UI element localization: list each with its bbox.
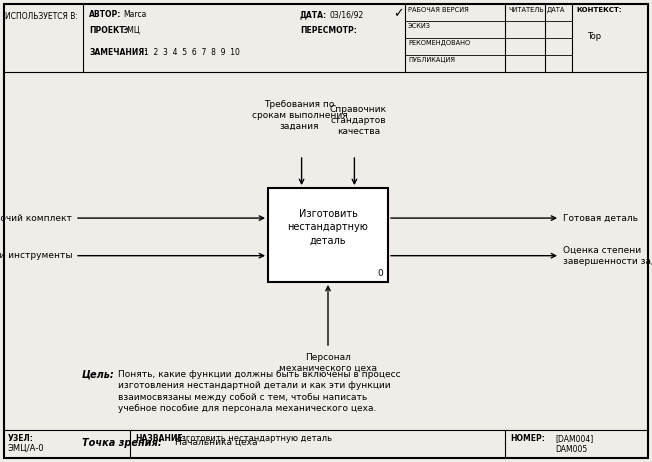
Text: Оценка степени
завершенности задания: Оценка степени завершенности задания [563,246,652,266]
Text: ДАТА:: ДАТА: [300,10,327,19]
Text: ✓: ✓ [393,7,404,20]
Text: ПУБЛИКАЦИЯ: ПУБЛИКАЦИЯ [408,57,455,63]
Bar [268,188,388,282]
Text: Справочник
стандартов
качества: Справочник стандартов качества [330,105,387,136]
Text: ЗАМЕЧАНИЯ:: ЗАМЕЧАНИЯ: [89,48,147,57]
Text: Требования по
срокам выполнения
задания: Требования по срокам выполнения задания [252,100,348,131]
Text: ИСПОЛЬЗУЕТСЯ В:: ИСПОЛЬЗУЕТСЯ В: [5,12,78,21]
Text: Начальника цеха: Начальника цеха [175,438,258,447]
Text: КОНТЕКСТ:: КОНТЕКСТ: [576,7,621,13]
Text: ПРОЕКТ:: ПРОЕКТ: [89,26,128,35]
Text: ДАТА: ДАТА [547,7,565,13]
Text: Готовая деталь: Готовая деталь [563,213,638,223]
Text: РАБОЧАЯ ВЕРСИЯ: РАБОЧАЯ ВЕРСИЯ [408,7,469,13]
Text: ЭМЦ/А-0: ЭМЦ/А-0 [8,444,44,453]
Text: Понять, какие функции должны быть включены в процесс
изготовления нестандартной : Понять, какие функции должны быть включе… [118,370,400,413]
Text: Изготовить нестандартную деталь: Изготовить нестандартную деталь [175,434,332,443]
Text: Персонал
механического цеха: Персонал механического цеха [279,353,377,373]
Text: [DAM004]: [DAM004] [555,434,593,443]
Text: Изготовить
нестандартную
деталь: Изготовить нестандартную деталь [288,209,368,246]
Text: Точка зрения:: Точка зрения: [82,438,162,448]
Text: Top: Top [587,32,601,41]
Text: УЗЕЛ:: УЗЕЛ: [8,434,34,443]
Text: ПЕРЕСМОТР:: ПЕРЕСМОТР: [300,26,357,35]
Text: НОМЕР:: НОМЕР: [510,434,545,443]
Text: 03/16/92: 03/16/92 [330,10,364,19]
Text: ЭМЦ: ЭМЦ [123,26,141,35]
Text: 0: 0 [378,269,383,278]
Text: 1  2  3  4  5  6  7  8  9  10: 1 2 3 4 5 6 7 8 9 10 [144,48,240,57]
Text: Станки и инструменты: Станки и инструменты [0,251,72,260]
Text: DAM005: DAM005 [555,445,587,454]
Text: ЧИТАТЕЛЬ: ЧИТАТЕЛЬ [508,7,544,13]
Text: РЕКОМЕНДОВАНО: РЕКОМЕНДОВАНО [408,40,470,46]
Text: Marca: Marca [123,10,147,19]
Text: НАЗВАНИЕ:: НАЗВАНИЕ: [135,434,186,443]
Text: ЭСКИЗ: ЭСКИЗ [408,23,431,29]
Text: АВТОР:: АВТОР: [89,10,121,19]
Text: Рабочий комплект: Рабочий комплект [0,213,72,223]
Text: Цель:: Цель: [82,370,115,380]
